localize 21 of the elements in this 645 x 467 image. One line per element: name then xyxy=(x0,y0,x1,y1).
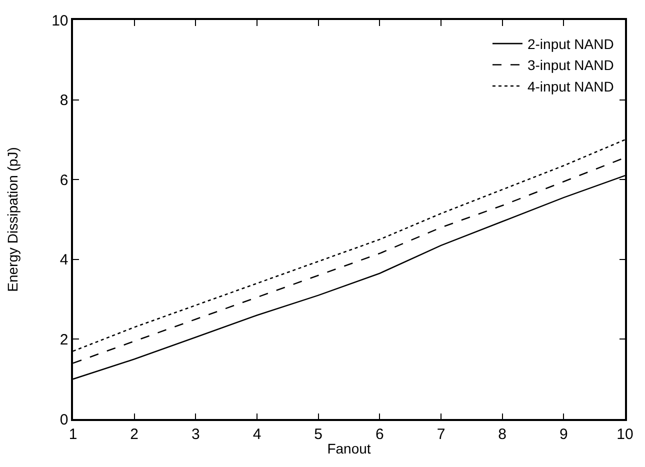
legend-label: 3-input NAND xyxy=(527,57,614,74)
legend-label: 2-input NAND xyxy=(527,36,614,52)
y-tick-label: 10 xyxy=(52,12,68,30)
legend-label: 4-input NAND xyxy=(527,78,614,94)
y-tick-label: 0 xyxy=(60,411,68,428)
y-tick-label: 8 xyxy=(60,92,68,110)
x-tick-label: 8 xyxy=(498,426,506,443)
y-tick-label: 2 xyxy=(60,331,68,348)
x-tick-label: 10 xyxy=(616,426,634,443)
x-tick-label: 2 xyxy=(130,426,138,443)
x-tick-label: 4 xyxy=(252,426,262,443)
y-tick-label: 4 xyxy=(60,252,68,269)
x-tick-label: 3 xyxy=(192,426,200,443)
x-axis-title: Fanout xyxy=(327,440,371,457)
y-axis-title: Energy Dissipation (pJ) xyxy=(4,147,21,292)
y-tick-label: 6 xyxy=(60,172,68,189)
x-tick-label: 5 xyxy=(314,426,322,443)
x-tick-label: 9 xyxy=(560,426,568,443)
x-tick-label: 1 xyxy=(68,426,78,443)
x-tick-label: 6 xyxy=(376,426,384,443)
x-tick-label: 7 xyxy=(436,426,446,443)
